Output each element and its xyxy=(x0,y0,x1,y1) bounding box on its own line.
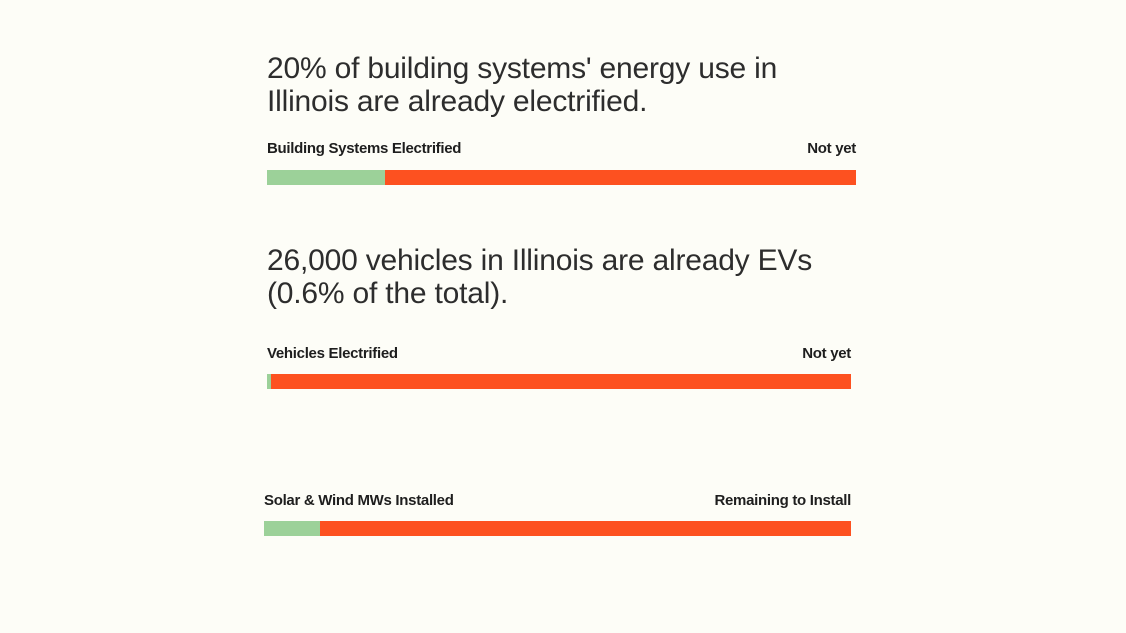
label-electrified: Building Systems Electrified xyxy=(267,140,462,157)
label-remaining: Remaining to Install xyxy=(714,492,851,509)
progress-bar xyxy=(264,521,851,536)
bar-fill-electrified xyxy=(267,170,385,185)
bar-fill-installed xyxy=(264,521,320,536)
bar-labels: Vehicles Electrified Not yet xyxy=(267,345,851,362)
bar-fill-electrified xyxy=(267,374,271,389)
chart-title: 26,000 vehicles in Illinois are already … xyxy=(267,244,813,310)
label-electrified: Vehicles Electrified xyxy=(267,345,398,362)
chart-building-systems: 20% of building systems' energy use in I… xyxy=(267,52,856,187)
bar-labels: Building Systems Electrified Not yet xyxy=(267,140,856,157)
chart-vehicles: 26,000 vehicles in Illinois are already … xyxy=(267,244,851,390)
chart-title: 20% of building systems' energy use in I… xyxy=(267,52,778,118)
bar-labels: Solar & Wind MWs Installed Remaining to … xyxy=(264,492,851,509)
label-installed: Solar & Wind MWs Installed xyxy=(264,492,454,509)
label-not-yet: Not yet xyxy=(802,345,851,362)
label-not-yet: Not yet xyxy=(807,140,856,157)
progress-bar xyxy=(267,374,851,389)
progress-bar xyxy=(267,170,856,185)
chart-solar-wind: Solar & Wind MWs Installed Remaining to … xyxy=(264,490,851,538)
